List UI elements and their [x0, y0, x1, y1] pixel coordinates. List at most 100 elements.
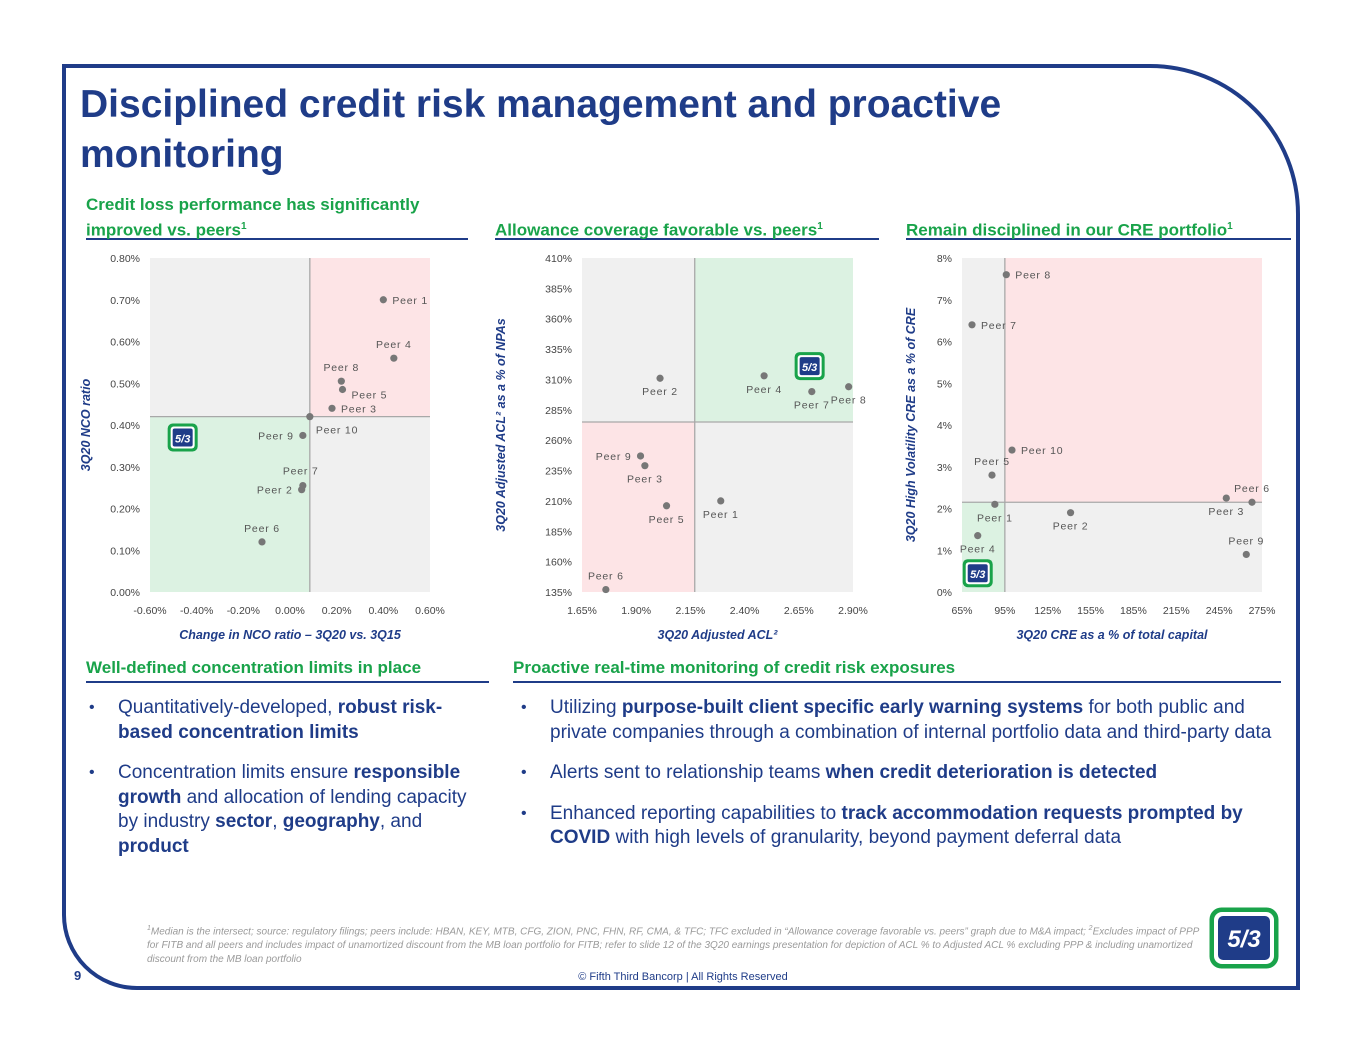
x-tick-label: 155%: [1077, 605, 1104, 617]
data-point-label: Peer 4: [960, 544, 996, 556]
x-tick-label: 185%: [1120, 605, 1147, 617]
data-point: [1222, 494, 1230, 502]
data-point: [299, 431, 307, 440]
data-point: [379, 296, 387, 304]
data-point: [258, 538, 266, 546]
heading-allowance: Allowance coverage favorable vs. peers1: [495, 216, 879, 240]
quadrant-top-left: [150, 258, 310, 417]
bullet-dot: •: [521, 804, 527, 822]
y-tick-label: 7%: [937, 295, 952, 307]
y-tick-label: 0.80%: [110, 253, 140, 265]
data-point-label: Peer 8: [831, 395, 867, 407]
y-tick-label: 335%: [545, 344, 572, 356]
y-tick-label: 0.20%: [110, 504, 140, 516]
x-tick-label: -0.60%: [133, 605, 166, 617]
data-point: [338, 385, 347, 394]
y-tick-label: 8%: [937, 253, 952, 265]
y-tick-label: 0.00%: [110, 587, 140, 599]
data-point-label: Peer 7: [283, 466, 319, 478]
fifth-third-logo: 5/3: [1209, 907, 1279, 969]
data-point-label: Peer 5: [649, 514, 685, 526]
fitb-logo-marker: 5/3: [794, 352, 825, 381]
data-point: [306, 413, 314, 421]
bullet-text: and allocation of lending capacity by in…: [118, 786, 467, 833]
bullet-text: Enhanced reporting capabilities to: [550, 802, 842, 824]
y-axis-title: 3Q20 Adjusted ACL² as a % of NPAs: [494, 318, 508, 532]
bullet-dot: •: [521, 699, 527, 716]
y-tick-label: 6%: [937, 337, 952, 349]
data-point: [641, 462, 649, 470]
data-point-label: Peer 7: [981, 320, 1017, 332]
x-tick-label: 2.65%: [784, 605, 814, 617]
y-tick-label: 0.10%: [110, 545, 140, 557]
x-tick-label: 0.60%: [415, 605, 445, 617]
y-tick-label: 1%: [937, 545, 952, 557]
fitb-logo-marker: 5/3: [962, 559, 993, 588]
heading-cre: Remain disciplined in our CRE portfolio1: [906, 216, 1291, 240]
data-point-label: Peer 7: [794, 400, 830, 412]
data-point: [991, 500, 999, 508]
x-tick-label: 275%: [1249, 605, 1276, 617]
heading-allowance-text: Allowance coverage favorable vs. peers: [495, 220, 818, 240]
quadrant-bottom-right: [1004, 502, 1262, 592]
y-tick-label: 0.60%: [110, 337, 140, 349]
bullet-text: when credit deterioration is detected: [825, 762, 1158, 783]
data-point: [337, 377, 345, 385]
x-axis-title: 3Q20 CRE as a % of total capital: [1016, 628, 1208, 642]
quadrant-top-right: [694, 258, 853, 422]
limits-bullet: • Concentration limits ensure responsible…: [86, 761, 486, 859]
limits-bullet: • Quantitatively-developed, robust risk-b…: [86, 696, 486, 745]
data-point: [602, 585, 610, 594]
heading-monitoring-text: Proactive real-time monitoring of credit…: [513, 658, 956, 677]
bullet-text: product: [118, 835, 189, 857]
logo-text: 5/3: [1227, 926, 1261, 953]
x-tick-label: 1.90%: [621, 605, 651, 617]
y-tick-label: 160%: [545, 557, 572, 569]
cre-scatter-chart: 0% 1% 2% 3% 4% 5% 6% 7% 8% 65% 95% 125% 155% 185% 215%…: [904, 253, 1276, 642]
bullet-text: with high levels of granularity, beyond …: [610, 827, 1122, 848]
nco-scatter-chart: 0.00% 0.10% 0.20% 0.30% 0.40% 0.50% 0.60% 0.70%…: [79, 253, 445, 642]
data-point: [1066, 509, 1075, 517]
data-point: [298, 486, 306, 494]
data-point-label: Peer 5: [352, 390, 388, 402]
data-point: [988, 471, 996, 479]
data-point-label: Peer 4: [376, 339, 412, 351]
data-point: [1008, 446, 1016, 454]
fitb-logo-text: 5/3: [970, 569, 985, 581]
x-tick-label: 2.15%: [676, 605, 706, 617]
data-point-label: Peer 3: [627, 474, 663, 486]
fitb-logo-fill: [799, 357, 820, 376]
bullet-text: purpose-built client specific early warn…: [621, 697, 1084, 718]
x-tick-label: 125%: [1034, 605, 1061, 617]
data-point-label: Peer 1: [392, 295, 428, 307]
x-axis-title: Change in NCO ratio – 3Q20 vs. 3Q15: [179, 628, 402, 642]
data-point: [390, 354, 398, 362]
slide-frame: [62, 64, 1300, 990]
x-tick-label: 65%: [951, 605, 972, 617]
bullet-text: for both public and private companies th…: [550, 697, 1272, 743]
y-tick-label: 285%: [545, 405, 572, 417]
data-point-label: Peer 9: [258, 430, 294, 442]
y-tick-label: 385%: [545, 283, 572, 295]
y-tick-label: 0.40%: [110, 420, 140, 432]
monitoring-bullet-list: • Utilizing purpose-built client specific…: [518, 696, 1288, 867]
data-point-label: Peer 2: [257, 485, 293, 497]
fitb-logo-fill: [967, 564, 988, 583]
heading-cre-sup: 1: [1227, 221, 1233, 232]
data-point-label: Peer 10: [316, 425, 358, 437]
footnote-text-b: Excludes impact of PPP for FITB and all …: [147, 926, 1199, 966]
bullet-text: sector: [215, 811, 273, 832]
quadrant-bottom-right: [694, 421, 853, 592]
data-point-label: Peer 2: [642, 386, 678, 398]
y-tick-label: 0.70%: [110, 295, 140, 307]
limits-bullet-list: • Quantitatively-developed, robust risk-b…: [86, 696, 486, 875]
copyright: © Fifth Third Bancorp | All Rights Reser…: [578, 971, 788, 983]
monitoring-bullet: • Utilizing purpose-built client specific…: [518, 696, 1288, 745]
data-point: [636, 452, 645, 460]
bullet-text: Alerts sent to relationship teams: [550, 762, 826, 783]
data-point: [808, 388, 816, 396]
data-point: [662, 502, 671, 510]
footnote-text-a: Median is the intersect; source: regulat…: [150, 926, 1089, 938]
data-point-label: Peer 6: [244, 523, 280, 535]
quadrant-top-left: [582, 258, 695, 422]
